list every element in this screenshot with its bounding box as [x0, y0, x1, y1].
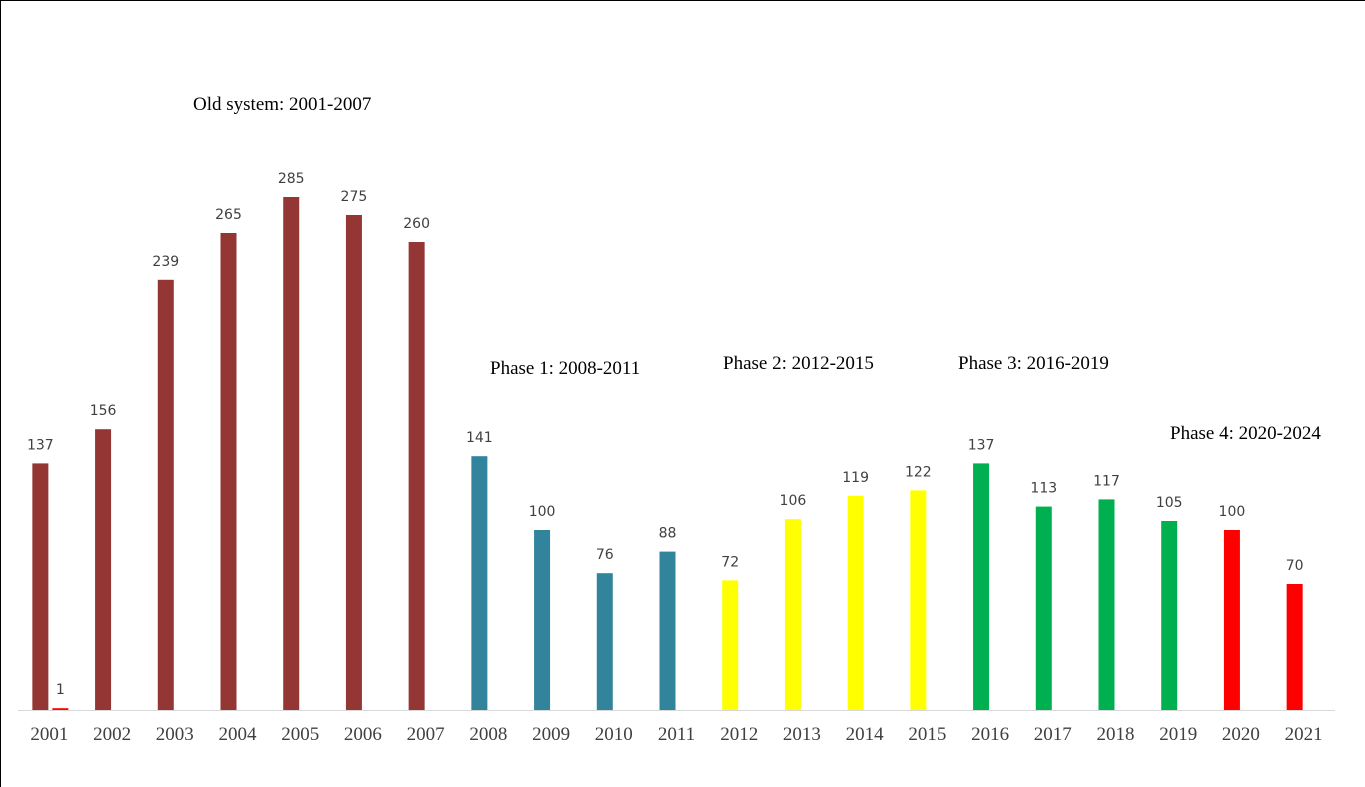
- value-label: 285: [278, 171, 305, 187]
- x-tick-label: 2007: [407, 724, 445, 745]
- bar: [784, 519, 801, 710]
- bar: [32, 463, 49, 710]
- x-tick-label: 2017: [1034, 724, 1072, 745]
- x-tick-label: 2005: [281, 724, 319, 745]
- x-tick-label: 2014: [846, 724, 885, 745]
- x-tick-label: 2004: [219, 724, 258, 745]
- bar: [52, 708, 69, 710]
- bar: [345, 215, 362, 710]
- x-tick-label: 2009: [532, 724, 570, 745]
- x-tick-label: 2003: [156, 724, 194, 745]
- x-tick-label: 2012: [720, 724, 758, 745]
- value-label: 265: [215, 207, 242, 223]
- value-label: 141: [466, 430, 493, 446]
- value-label: 1: [56, 682, 65, 698]
- bar: [1098, 499, 1115, 710]
- bar: [408, 242, 425, 710]
- bar: [722, 580, 739, 710]
- annotation: Phase 1: 2008-2011: [490, 358, 640, 379]
- bar: [1161, 521, 1178, 710]
- bar: [910, 490, 927, 710]
- value-label: 70: [1286, 558, 1304, 574]
- value-label: 156: [90, 403, 117, 419]
- value-label: 137: [27, 437, 54, 453]
- value-label: 106: [780, 493, 807, 509]
- x-tick-label: 2010: [595, 724, 633, 745]
- x-tick-label: 2018: [1097, 724, 1135, 745]
- bar: [1223, 530, 1240, 710]
- bar: [659, 551, 676, 710]
- value-label: 275: [341, 189, 368, 205]
- x-tick-label: 2013: [783, 724, 821, 745]
- value-label: 113: [1030, 481, 1057, 497]
- x-tick-label: 2011: [658, 724, 695, 745]
- value-label: 122: [905, 464, 932, 480]
- x-tick-label: 2021: [1285, 724, 1323, 745]
- x-tick-label: 2008: [469, 724, 507, 745]
- annotation: Phase 3: 2016-2019: [958, 353, 1109, 374]
- bar: [95, 429, 112, 710]
- value-label: 88: [659, 526, 677, 542]
- bar: [283, 197, 300, 710]
- annotation: Phase 4: 2020-2024: [1170, 423, 1321, 444]
- value-label: 137: [968, 437, 995, 453]
- bar: [1286, 584, 1303, 710]
- bar: [534, 530, 551, 710]
- value-label: 117: [1093, 473, 1120, 489]
- value-label: 76: [596, 547, 614, 563]
- bar: [471, 456, 488, 710]
- value-label: 260: [403, 216, 430, 232]
- value-label: 239: [152, 254, 179, 270]
- x-tick-label: 2015: [908, 724, 946, 745]
- bar: [220, 233, 237, 710]
- x-tick-label: 2001: [30, 724, 68, 745]
- value-label: 100: [529, 504, 556, 520]
- bar: [973, 463, 990, 710]
- value-label: 105: [1156, 495, 1183, 511]
- bar: [1035, 506, 1052, 710]
- annotation: Old system: 2001-2007: [193, 94, 371, 115]
- value-label: 119: [842, 470, 869, 486]
- bar: [596, 573, 613, 710]
- bar: [157, 279, 174, 710]
- x-tick-label: 2019: [1159, 724, 1197, 745]
- x-tick-label: 2006: [344, 724, 382, 745]
- value-label: 72: [721, 554, 739, 570]
- annotation: Phase 2: 2012-2015: [723, 353, 874, 374]
- x-tick-label: 2020: [1222, 724, 1260, 745]
- x-tick-label: 2002: [93, 724, 131, 745]
- x-tick-label: 2016: [971, 724, 1009, 745]
- bar: [847, 495, 864, 710]
- value-label: 100: [1219, 504, 1246, 520]
